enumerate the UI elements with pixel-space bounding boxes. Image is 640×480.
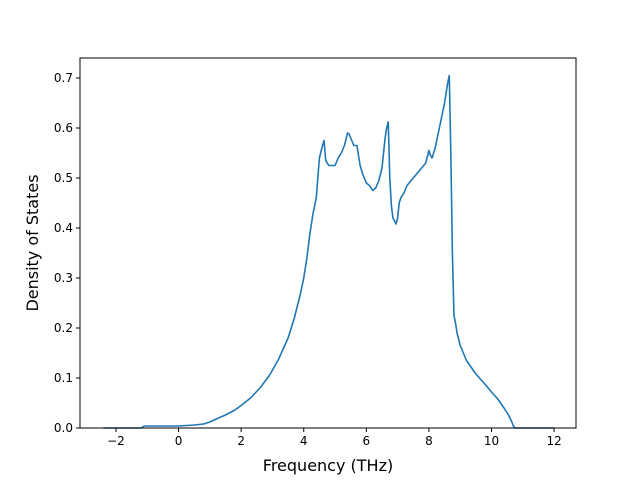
x-ticks: −2 0 2 4 6 8 10 12 [107, 428, 562, 448]
x-tick-label: 8 [425, 434, 433, 448]
y-tick-label: 0.0 [54, 421, 73, 435]
series-layer [103, 74, 555, 429]
plot-frame [79, 57, 577, 429]
x-tick-label: 2 [237, 434, 245, 448]
y-tick-label: 0.6 [54, 121, 73, 135]
x-tick-label: 0 [175, 434, 183, 448]
x-tick-label: −2 [107, 434, 125, 448]
x-tick-label: 4 [300, 434, 308, 448]
x-tick-label: 10 [484, 434, 499, 448]
x-tick-label: 12 [546, 434, 561, 448]
y-tick-label: 0.5 [54, 171, 73, 185]
y-tick-label: 0.2 [54, 321, 73, 335]
x-tick-label: 6 [363, 434, 371, 448]
y-tick-label: 0.4 [54, 221, 73, 235]
x-axis-label: Frequency (THz) [263, 456, 393, 475]
y-tick-label: 0.3 [54, 271, 73, 285]
dos-series-line [103, 74, 555, 429]
y-tick-label: 0.1 [54, 371, 73, 385]
y-tick-label: 0.7 [54, 71, 73, 85]
y-axis-label: Density of States [23, 174, 42, 311]
y-ticks: 0.0 0.1 0.2 0.3 0.4 0.5 0.6 0.7 [54, 71, 80, 435]
